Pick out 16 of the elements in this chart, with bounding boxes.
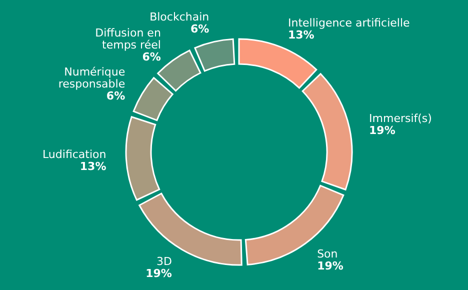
data-label: 13% (288, 28, 314, 42)
slice-label: Intelligence artificielle (288, 16, 410, 30)
data-label: 6% (142, 50, 161, 64)
data-label: 13% (80, 160, 106, 174)
slice-label: Blockchain (150, 10, 210, 24)
slice-label: Numérique responsable (58, 65, 126, 90)
slice-label: Son (317, 248, 338, 261)
data-label: 19% (317, 260, 344, 273)
slice-label: 3D (156, 254, 172, 268)
slice-label: Immersif(s) (369, 112, 432, 126)
slice-label: Diffusion en temps réel (95, 26, 161, 52)
data-label: 6% (106, 89, 126, 102)
slice-label: Ludification (42, 148, 106, 162)
data-label: 6% (190, 22, 210, 36)
data-label: 19% (146, 266, 172, 280)
data-label: 19% (369, 124, 396, 138)
